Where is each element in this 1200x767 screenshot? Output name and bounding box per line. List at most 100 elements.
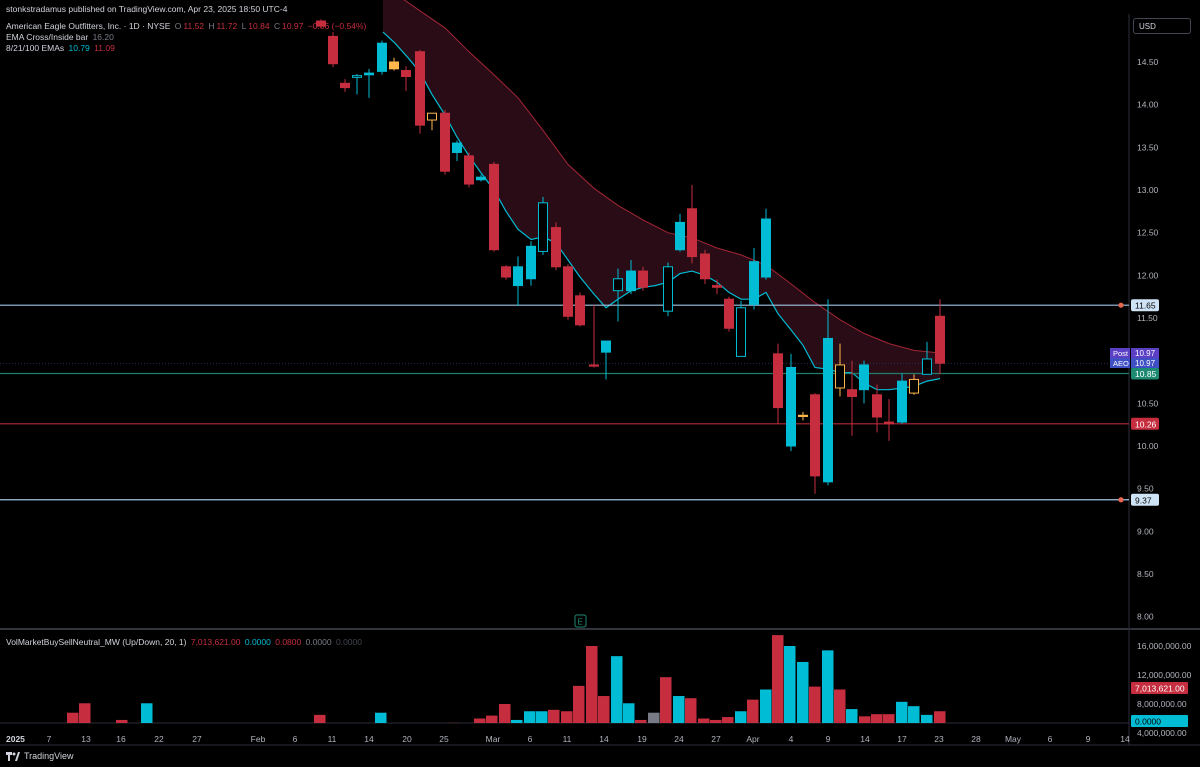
volume-bar[interactable] — [141, 703, 153, 723]
horizontal-levels[interactable]: 11.65 10.85 10.26 9.37 — [0, 299, 1159, 506]
volume-bar[interactable] — [934, 711, 946, 723]
candle[interactable] — [736, 300, 746, 357]
candle[interactable] — [810, 393, 820, 494]
volume-bar[interactable] — [883, 714, 895, 723]
candle[interactable] — [538, 196, 548, 255]
volume-bar[interactable] — [797, 661, 809, 723]
candle[interactable] — [675, 213, 685, 252]
candle[interactable] — [847, 360, 857, 436]
candle[interactable] — [415, 50, 425, 134]
volume-bar[interactable] — [573, 685, 585, 723]
volume-bars[interactable] — [67, 635, 946, 723]
candle[interactable] — [922, 341, 932, 375]
candle[interactable] — [526, 241, 536, 286]
candle[interactable] — [364, 68, 374, 98]
candle[interactable] — [489, 161, 499, 252]
candle[interactable] — [663, 262, 673, 317]
candle[interactable] — [440, 109, 450, 175]
candle[interactable] — [909, 374, 919, 395]
candle[interactable] — [687, 184, 697, 264]
volume-bar[interactable] — [809, 686, 821, 723]
volume-indicator-legend[interactable]: VolMarketBuySellNeutral_MW (Up/Down, 20,… — [6, 637, 364, 647]
candle[interactable] — [563, 264, 573, 320]
volume-bar[interactable] — [846, 709, 858, 723]
candle[interactable] — [897, 373, 907, 424]
volume-bar[interactable] — [67, 712, 79, 723]
candle[interactable] — [786, 353, 796, 452]
candle[interactable] — [872, 384, 882, 433]
volume-bar[interactable] — [896, 701, 908, 723]
volume-bar[interactable] — [598, 696, 610, 723]
volume-bar[interactable] — [623, 703, 635, 723]
volume-bar[interactable] — [921, 714, 933, 723]
volume-bar[interactable] — [79, 703, 91, 723]
currency-button[interactable]: USD — [1133, 18, 1191, 34]
candle[interactable] — [724, 296, 734, 332]
volume-bar[interactable] — [586, 646, 598, 723]
candle[interactable] — [501, 265, 511, 280]
indicator-ema-cross[interactable]: EMA Cross/Inside bar 16.20 — [6, 32, 116, 42]
candle[interactable] — [340, 79, 350, 92]
candle[interactable] — [761, 208, 771, 280]
alert-icon-3[interactable] — [1118, 497, 1124, 503]
volume-bar[interactable] — [834, 689, 846, 724]
candle[interactable] — [773, 343, 783, 424]
candle[interactable] — [712, 279, 722, 295]
candle[interactable] — [328, 32, 338, 68]
volume-bar[interactable] — [486, 715, 498, 723]
candle[interactable] — [798, 411, 808, 421]
candle[interactable] — [638, 266, 648, 291]
volume-bar[interactable] — [908, 706, 920, 723]
volume-bar[interactable] — [314, 714, 326, 723]
volume-bar[interactable] — [859, 716, 871, 723]
candle[interactable] — [401, 66, 411, 92]
volume-bar[interactable] — [499, 704, 511, 723]
volume-bar[interactable] — [536, 711, 548, 723]
volume-bar[interactable] — [561, 711, 573, 723]
volume-bar[interactable] — [735, 711, 747, 723]
candle[interactable] — [316, 19, 326, 28]
candle[interactable] — [427, 112, 437, 131]
volume-bar[interactable] — [722, 717, 734, 723]
candle[interactable] — [476, 174, 486, 182]
candle[interactable] — [884, 399, 894, 441]
volume-bar[interactable] — [698, 718, 710, 724]
candle[interactable] — [377, 40, 387, 75]
candle[interactable] — [700, 249, 710, 284]
volume-bar[interactable] — [760, 689, 772, 724]
candle[interactable] — [589, 305, 599, 368]
volume-bar[interactable] — [611, 656, 623, 723]
candle[interactable] — [464, 152, 474, 188]
volume-bar[interactable] — [784, 646, 796, 723]
candle[interactable] — [513, 256, 523, 307]
candle[interactable] — [626, 259, 636, 295]
volume-bar[interactable] — [524, 711, 536, 723]
candle[interactable] — [601, 340, 611, 380]
volume-bar[interactable] — [710, 719, 722, 723]
candle[interactable] — [613, 268, 623, 322]
tradingview-logo[interactable]: TradingView — [6, 751, 74, 761]
candlestick-series[interactable]: E — [316, 19, 945, 628]
candle[interactable] — [389, 57, 399, 71]
volume-bar[interactable] — [772, 635, 784, 723]
volume-bar[interactable] — [685, 698, 697, 723]
volume-bar[interactable] — [871, 714, 883, 723]
candle[interactable] — [575, 292, 585, 327]
volume-bar[interactable] — [375, 712, 387, 723]
volume-bar[interactable] — [511, 719, 523, 723]
candle[interactable] — [835, 343, 845, 397]
volume-bar[interactable] — [548, 709, 560, 723]
volume-bar[interactable] — [747, 699, 759, 723]
candle[interactable] — [452, 140, 462, 161]
volume-bar[interactable] — [648, 712, 660, 723]
candle[interactable] — [823, 299, 833, 486]
volume-bar[interactable] — [474, 718, 486, 724]
candle[interactable] — [749, 248, 759, 310]
alert-icon-0[interactable] — [1118, 302, 1124, 308]
indicator-emas[interactable]: 8/21/100 EMAs 10.79 11.09 — [6, 43, 117, 53]
volume-bar[interactable] — [822, 650, 834, 723]
candle[interactable] — [551, 222, 561, 271]
candle[interactable] — [859, 360, 869, 404]
axes[interactable]: 14.5014.0013.5013.0012.5012.0011.5011.00… — [6, 57, 1192, 744]
